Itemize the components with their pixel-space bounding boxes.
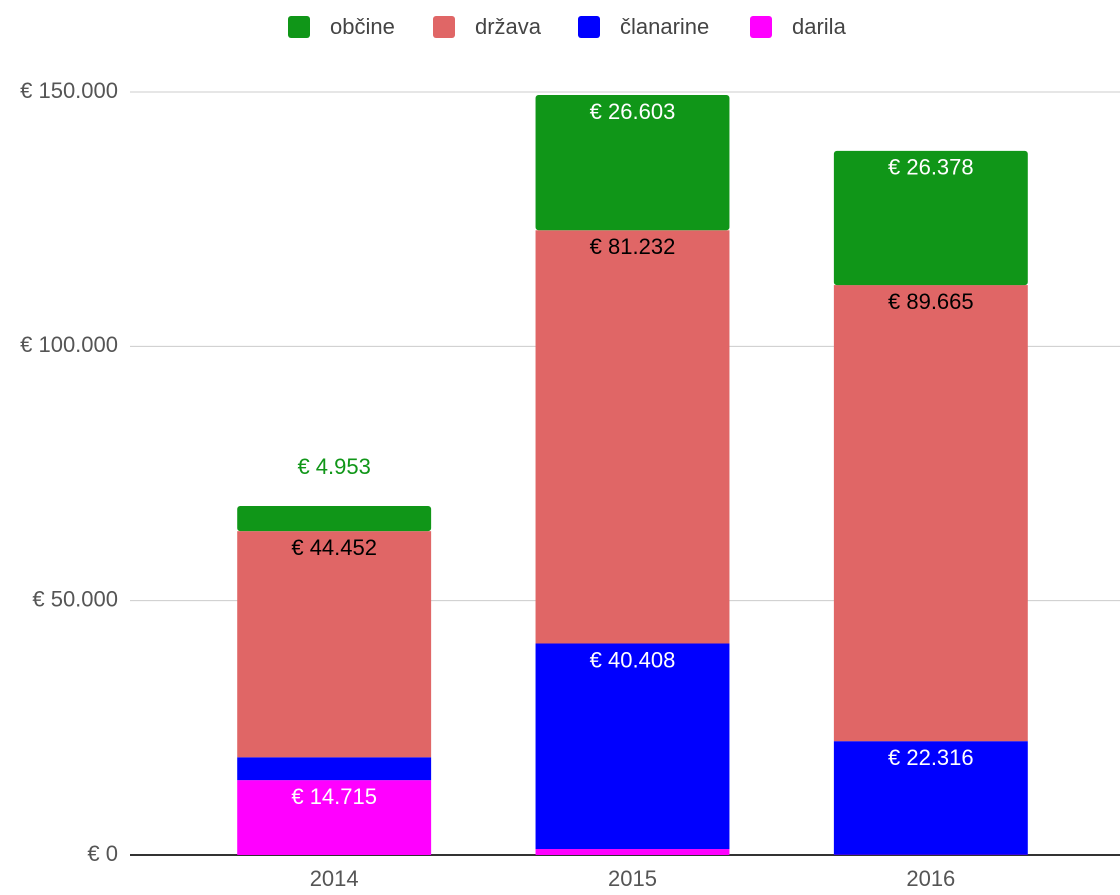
y-tick-label: € 50.000 [32, 586, 118, 611]
legend-label: država [475, 14, 542, 39]
value-label: € 44.452 [291, 535, 377, 560]
bar-segment [833, 285, 1028, 742]
legend-swatch [578, 16, 600, 38]
bar-segment [535, 94, 730, 231]
value-label: € 26.378 [888, 155, 974, 180]
x-tick-label: 2014 [310, 866, 359, 891]
bar-segment [535, 643, 730, 850]
bar-segment [535, 230, 730, 644]
bar-segment [535, 849, 730, 855]
x-tick-label: 2016 [906, 866, 955, 891]
legend-label: občine [330, 14, 395, 39]
value-label: € 26.603 [590, 99, 676, 124]
y-tick-label: € 150.000 [20, 78, 118, 103]
value-label: € 40.408 [590, 647, 676, 672]
value-label: € 4.953 [297, 454, 370, 479]
bar-segment [237, 757, 432, 781]
bar-segment [237, 505, 432, 532]
legend-label: članarine [620, 14, 709, 39]
bar-segment [237, 531, 432, 758]
x-tick-label: 2015 [608, 866, 657, 891]
value-label: € 14.715 [291, 784, 377, 809]
y-tick-label: € 0 [87, 841, 118, 866]
bar-segment [833, 150, 1028, 286]
legend-swatch [750, 16, 772, 38]
bar-segment [833, 741, 1028, 855]
legend-swatch [288, 16, 310, 38]
value-label: € 22.316 [888, 745, 974, 770]
y-tick-label: € 100.000 [20, 332, 118, 357]
value-label: € 89.665 [888, 289, 974, 314]
legend-swatch [433, 16, 455, 38]
value-label: € 81.232 [590, 234, 676, 259]
bar-segment [237, 780, 432, 855]
legend-label: darila [792, 14, 847, 39]
